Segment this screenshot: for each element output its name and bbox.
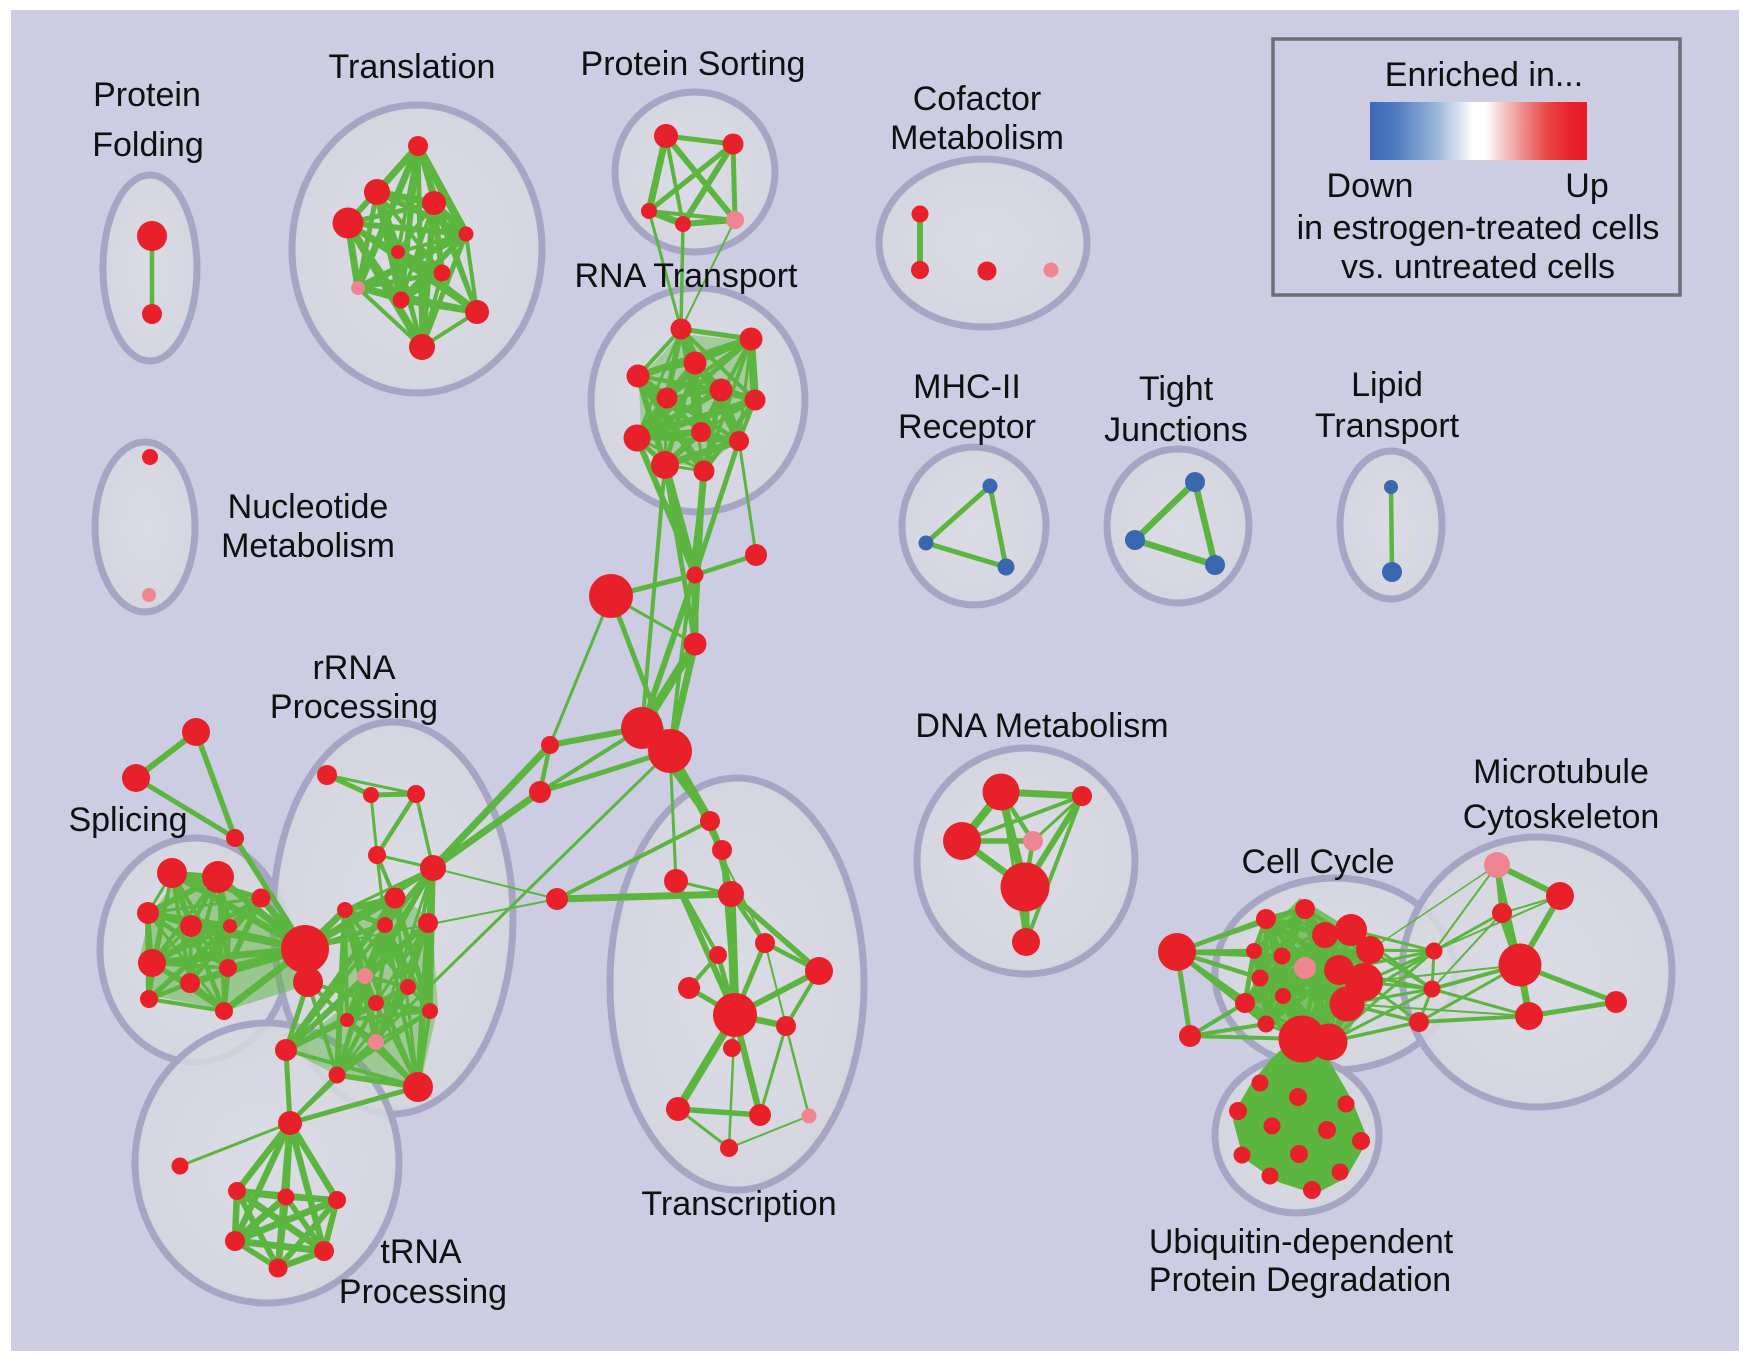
svg-text:Protein Sorting: Protein Sorting <box>581 45 806 83</box>
svg-text:Cell Cycle: Cell Cycle <box>1241 843 1394 881</box>
svg-text:Folding: Folding <box>92 126 204 164</box>
svg-text:Enriched in...: Enriched in... <box>1385 56 1583 94</box>
svg-text:Processing: Processing <box>270 688 438 726</box>
svg-text:Cytoskeleton: Cytoskeleton <box>1463 798 1660 836</box>
svg-text:Translation: Translation <box>329 48 496 86</box>
svg-text:Processing: Processing <box>339 1273 507 1311</box>
svg-text:Junctions: Junctions <box>1104 411 1248 449</box>
svg-text:Protein: Protein <box>93 76 201 114</box>
svg-text:Transport: Transport <box>1315 407 1460 445</box>
svg-text:tRNA: tRNA <box>380 1233 462 1271</box>
svg-text:RNA Transport: RNA Transport <box>575 257 799 295</box>
svg-text:Nucleotide: Nucleotide <box>228 488 389 526</box>
svg-text:Metabolism: Metabolism <box>221 527 395 565</box>
svg-text:Up: Up <box>1565 167 1608 205</box>
svg-text:Lipid: Lipid <box>1351 366 1423 404</box>
svg-text:vs. untreated cells: vs. untreated cells <box>1341 248 1615 286</box>
svg-text:Splicing: Splicing <box>68 801 187 839</box>
svg-text:Cofactor: Cofactor <box>913 80 1042 118</box>
svg-text:DNA Metabolism: DNA Metabolism <box>915 707 1168 745</box>
svg-text:Down: Down <box>1327 167 1414 205</box>
svg-text:Microtubule: Microtubule <box>1473 753 1649 791</box>
svg-text:in estrogen-treated cells: in estrogen-treated cells <box>1297 209 1660 247</box>
svg-text:Tight: Tight <box>1139 370 1214 408</box>
svg-text:MHC-II: MHC-II <box>913 368 1021 406</box>
svg-text:Transcription: Transcription <box>641 1185 836 1223</box>
svg-text:rRNA: rRNA <box>312 649 395 687</box>
svg-text:Receptor: Receptor <box>898 408 1036 446</box>
svg-text:Ubiquitin-dependent: Ubiquitin-dependent <box>1149 1223 1454 1261</box>
svg-text:Protein Degradation: Protein Degradation <box>1149 1261 1451 1299</box>
svg-text:Metabolism: Metabolism <box>890 119 1064 157</box>
